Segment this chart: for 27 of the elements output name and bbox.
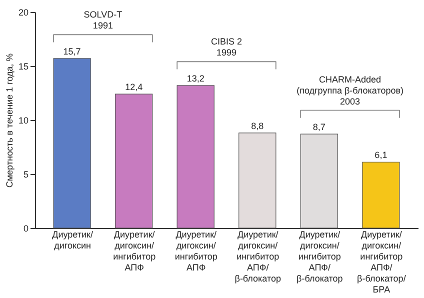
- data-label: 6,1: [374, 150, 388, 160]
- x-tick-label: Диуретик/ дигоксин/ ингибитор АПФ/ β-блокатор: [296, 230, 343, 284]
- bar: [300, 134, 338, 228]
- bar: [362, 162, 400, 228]
- y-axis-title: Смертность в течение 1 года, %: [4, 53, 14, 188]
- bar: [238, 132, 276, 228]
- data-label: 8,7: [312, 122, 326, 132]
- annotation: CHARM-Added (подгруппа β-блокаторов) 2003: [296, 74, 404, 106]
- bar: [53, 58, 91, 228]
- data-label: 13,2: [186, 73, 204, 84]
- y-tick-label: 20: [18, 8, 28, 18]
- x-tick-label: Диуретик/ дигоксин/ ингибитор АПФ: [174, 230, 218, 272]
- x-tick-label: Диуретик/ дигоксин/ ингибитор АПФ/ β-блокатор: [234, 230, 282, 284]
- x-tick-label: Диуретик/ дигоксин/ ингибитор АПФ/ β-блокатор/ БРА: [357, 230, 406, 294]
- bar: [176, 85, 214, 228]
- x-tick-label: Диуретик/ дигоксин: [52, 230, 94, 250]
- y-tick-label: 15: [18, 62, 28, 72]
- y-tick-label: 0: [23, 224, 28, 234]
- y-tick-label: 5: [23, 170, 28, 180]
- data-label: 15,7: [63, 46, 81, 56]
- x-tick-label: Диуретик/ дигоксин/ ингибитор АПФ: [113, 230, 156, 272]
- annotation: CIBIS 2 1999: [210, 36, 242, 58]
- data-label: 8,8: [251, 120, 264, 131]
- bar: [115, 94, 153, 228]
- y-tick-label: 10: [18, 116, 28, 126]
- annotation: SOLVD-T 1991: [84, 10, 123, 31]
- data-label: 12,4: [125, 82, 143, 92]
